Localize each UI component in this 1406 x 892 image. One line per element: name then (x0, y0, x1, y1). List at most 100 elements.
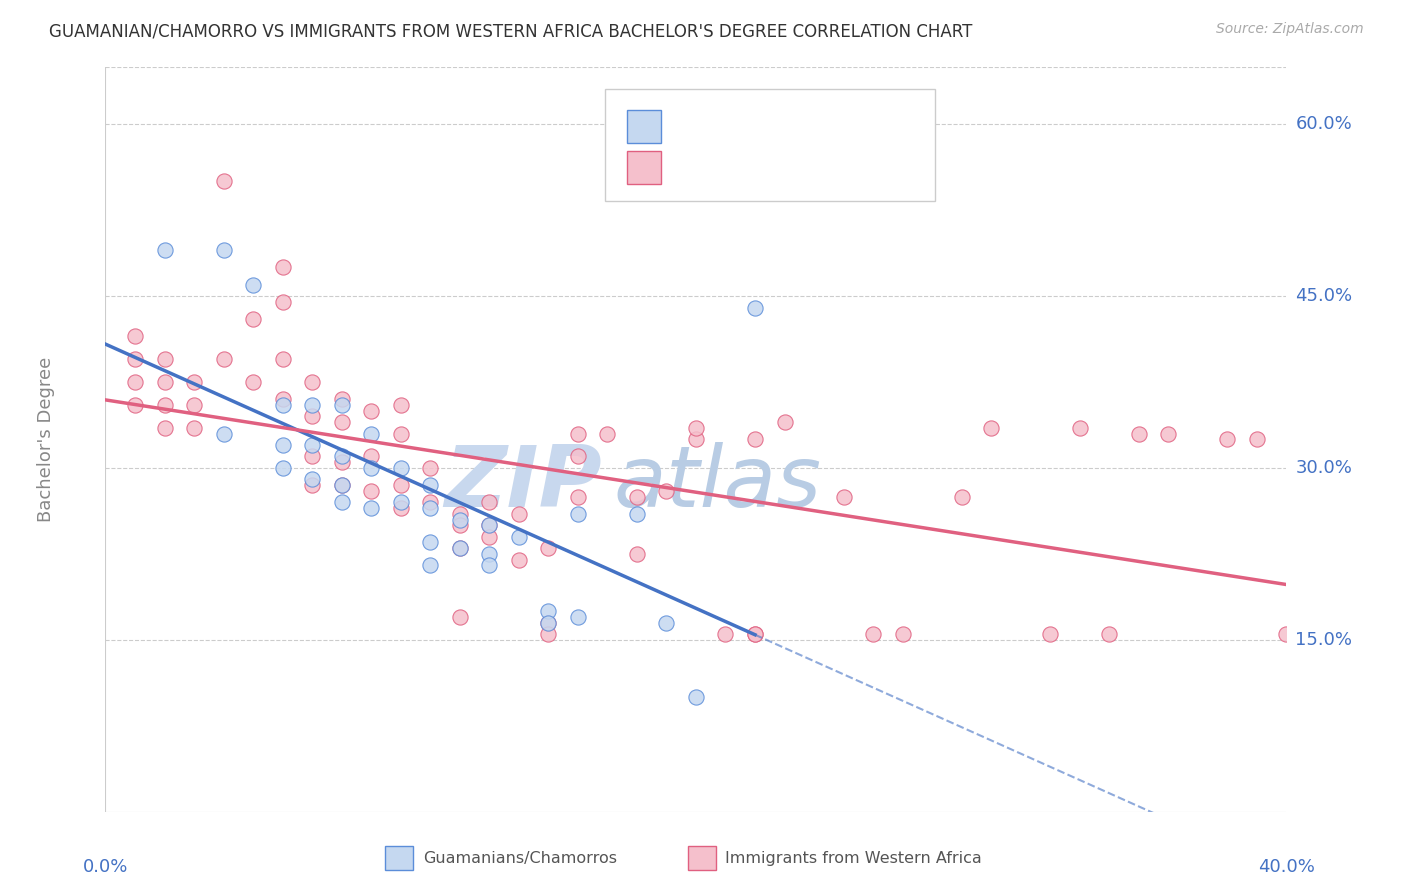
Point (537, 604, 560, 618)
Point (478, 547, 501, 561)
Text: 0.0%: 0.0% (83, 857, 128, 876)
Point (1098, 627, 1121, 641)
Text: -0.362: -0.362 (716, 159, 778, 177)
Point (301, 409, 323, 424)
Point (419, 478, 441, 492)
Point (744, 301, 766, 315)
Point (508, 552, 530, 566)
Point (330, 398, 353, 412)
Point (478, 530, 501, 544)
Point (449, 610, 471, 624)
Text: R =: R = (673, 118, 711, 136)
Point (271, 352, 294, 367)
Point (360, 450, 382, 464)
Point (301, 450, 323, 464)
Point (360, 403, 382, 417)
Point (389, 478, 412, 492)
Text: R =: R = (673, 159, 711, 177)
Point (567, 426, 589, 441)
Point (242, 277, 264, 292)
Point (1246, 433, 1268, 447)
Point (389, 495, 412, 509)
Point (714, 627, 737, 641)
Point (330, 450, 353, 464)
Point (330, 392, 353, 407)
Point (271, 398, 294, 412)
Point (360, 426, 382, 441)
Point (744, 627, 766, 641)
Point (419, 461, 441, 475)
Point (124, 398, 146, 412)
Point (449, 518, 471, 533)
Point (1039, 627, 1062, 641)
Point (773, 415, 796, 429)
Point (242, 375, 264, 389)
Text: 15.0%: 15.0% (1295, 631, 1353, 648)
Point (242, 312, 264, 326)
Point (419, 501, 441, 516)
Point (212, 352, 235, 367)
Point (271, 392, 294, 407)
Point (212, 244, 235, 258)
Text: 30.0%: 30.0% (1295, 459, 1353, 477)
Point (183, 398, 205, 412)
Point (567, 507, 589, 521)
Point (537, 627, 560, 641)
Point (891, 627, 914, 641)
Text: Bachelor's Degree: Bachelor's Degree (38, 357, 55, 522)
Point (744, 433, 766, 447)
Point (360, 501, 382, 516)
Point (389, 501, 412, 516)
Point (360, 483, 382, 498)
Point (478, 558, 501, 573)
Text: atlas: atlas (613, 442, 821, 525)
Point (1275, 627, 1298, 641)
Point (183, 421, 205, 435)
Point (271, 438, 294, 452)
Text: Guamanians/Chamorros: Guamanians/Chamorros (423, 851, 617, 865)
Point (301, 438, 323, 452)
Point (478, 518, 501, 533)
Point (389, 398, 412, 412)
Point (655, 615, 678, 630)
Point (449, 512, 471, 526)
Text: 60.0%: 60.0% (1295, 115, 1353, 133)
Point (330, 415, 353, 429)
Text: GUAMANIAN/CHAMORRO VS IMMIGRANTS FROM WESTERN AFRICA BACHELOR'S DEGREE CORRELATI: GUAMANIAN/CHAMORRO VS IMMIGRANTS FROM WE… (49, 22, 973, 40)
Point (389, 426, 412, 441)
Point (301, 478, 323, 492)
Point (1216, 433, 1239, 447)
Point (419, 535, 441, 549)
Point (980, 421, 1002, 435)
Point (301, 472, 323, 486)
Point (389, 461, 412, 475)
Point (212, 426, 235, 441)
Point (478, 495, 501, 509)
Point (183, 375, 205, 389)
Point (596, 426, 619, 441)
Text: 40.0%: 40.0% (1258, 857, 1315, 876)
Point (685, 690, 707, 705)
Point (950, 490, 973, 504)
Text: ZIP: ZIP (444, 442, 602, 525)
Point (153, 352, 176, 367)
Text: Immigrants from Western Africa: Immigrants from Western Africa (725, 851, 983, 865)
Point (153, 421, 176, 435)
Point (537, 615, 560, 630)
Point (153, 244, 176, 258)
Text: N = 75: N = 75 (797, 159, 862, 177)
Point (449, 507, 471, 521)
Point (271, 461, 294, 475)
Point (1069, 421, 1091, 435)
Point (862, 627, 884, 641)
Point (124, 352, 146, 367)
Point (508, 507, 530, 521)
Point (330, 495, 353, 509)
Point (212, 174, 235, 188)
Text: -0.361: -0.361 (716, 118, 778, 136)
Point (271, 260, 294, 275)
Point (567, 610, 589, 624)
Point (153, 398, 176, 412)
Point (124, 375, 146, 389)
Point (360, 461, 382, 475)
